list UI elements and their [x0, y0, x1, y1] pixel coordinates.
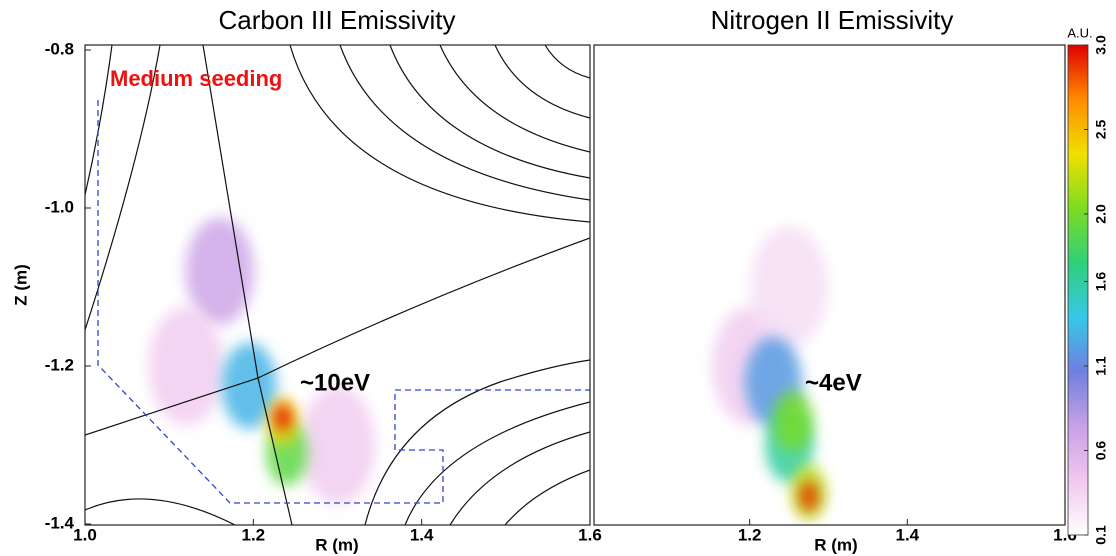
emission-spot — [185, 217, 254, 325]
y-tick-label: -1.4 — [45, 513, 75, 532]
emission-map — [712, 226, 828, 520]
colorbar-tick-label: 1.6 — [1093, 272, 1109, 292]
x-tick-label: 1.4 — [896, 525, 920, 544]
annotation: Medium seeding — [110, 66, 282, 91]
panel-title: Nitrogen II Emissivity — [711, 5, 954, 35]
panel: Nitrogen II Emissivity R (m) ~4eV 1.2 1.4… — [592, 5, 1077, 554]
emission-spot — [799, 481, 819, 512]
x-tick-label: 1.2 — [738, 525, 762, 544]
colorbar-scale — [1067, 44, 1089, 536]
colorbar-tick-label: 3.0 — [1093, 35, 1109, 55]
emission-spot — [750, 226, 828, 348]
colorbar-tick-label: 1.1 — [1093, 356, 1109, 376]
x-tick-label: 1.2 — [242, 525, 266, 544]
emission-map — [148, 217, 376, 504]
x-axis-label: R (m) — [315, 535, 358, 554]
flux-surfaces — [592, 45, 1067, 525]
y-tick-label: -1.0 — [45, 197, 74, 216]
colorbar-tick-label: 2.5 — [1093, 120, 1109, 140]
colorbar: A.U. 3.0 2.5 2.0 1.6 1.1 0.6 0.1 — [1067, 25, 1108, 544]
colorbar-label: A.U. — [1067, 25, 1092, 40]
colorbar-tick-label: 2.0 — [1093, 204, 1109, 224]
emission-spot — [148, 307, 224, 425]
y-tick-label: -1.2 — [45, 355, 74, 374]
frame — [593, 44, 1066, 526]
emission-spot — [299, 386, 376, 504]
x-tick-label: 1.6 — [578, 525, 602, 544]
y-axis-label: Z (m) — [11, 264, 30, 306]
emission-spot — [221, 342, 277, 429]
y-tick-label: -0.8 — [45, 39, 74, 58]
annotation: ~4eV — [805, 369, 862, 396]
panel-title: Carbon III Emissivity — [219, 5, 456, 35]
x-tick-label: 1.4 — [410, 525, 434, 544]
annotation: ~10eV — [300, 369, 370, 396]
frame — [84, 44, 591, 526]
colorbar-tick-label: 0.1 — [1093, 525, 1109, 545]
x-axis-label: R (m) — [814, 535, 857, 554]
emission-spot — [773, 390, 813, 453]
x-tick-label: 1.0 — [73, 525, 97, 544]
emission-spot — [274, 404, 292, 431]
colorbar-tick-label: 0.6 — [1093, 441, 1109, 461]
panel: Carbon III Emissivity R (m) Z (m) Medium… — [11, 5, 601, 555]
